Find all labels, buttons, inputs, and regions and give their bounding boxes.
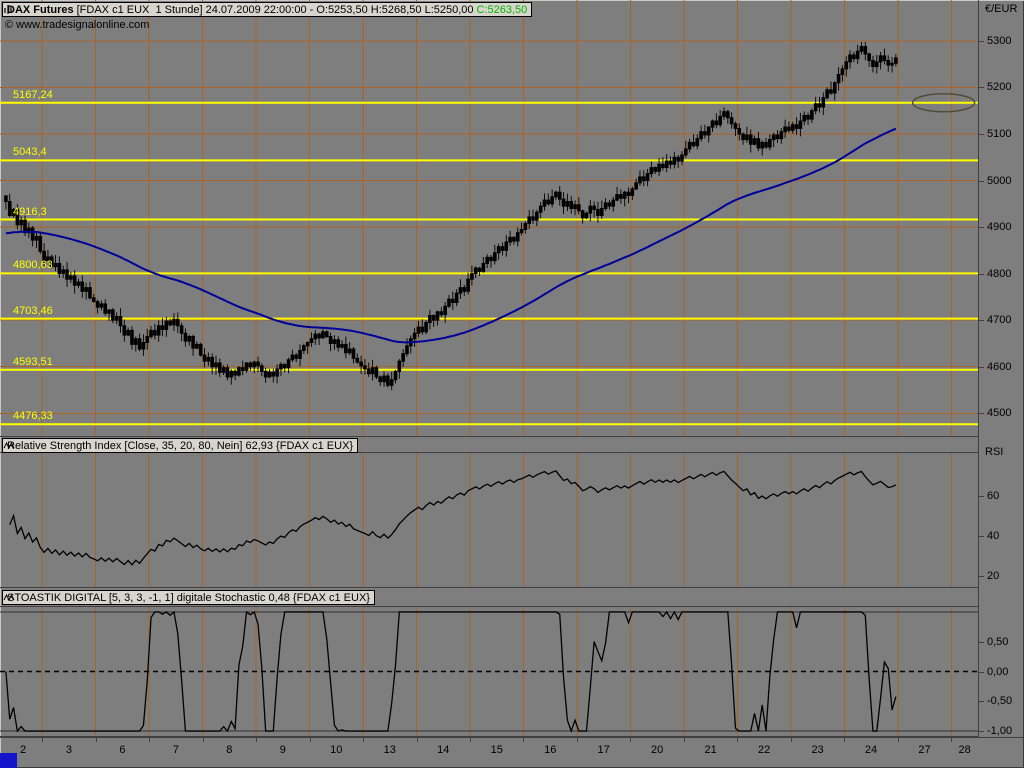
y-tick-label: 20 [987, 570, 1000, 582]
x-tick-label: 22 [757, 744, 771, 756]
watermark: © www.tradesignalonline.com [5, 19, 150, 31]
y-tick-label: 0,00 [987, 665, 1009, 678]
y-tick-label: 4900 [987, 221, 1012, 234]
rsi-header-label: Relative Strength Index [Close, 35, 20, … [7, 439, 354, 452]
axis-tick [979, 273, 984, 275]
axis-tick [202, 738, 204, 742]
candlesticks[interactable] [4, 41, 898, 391]
stochastic-indicator-header[interactable]: STOASTIK DIGITAL [5, 3, 3, -1, 1] digita… [2, 590, 375, 605]
x-tick-label: 10 [330, 744, 343, 756]
axis-tick [979, 413, 984, 415]
x-tick-label: 28 [958, 744, 971, 756]
axis-unit-label: €/EUR [985, 3, 1018, 15]
x-tick-label: 23 [811, 744, 824, 756]
y-tick-label: 60 [987, 490, 1000, 502]
x-tick-label: 14 [437, 744, 450, 756]
axis-tick [683, 738, 685, 742]
axis-tick [979, 320, 984, 322]
time-axis[interactable]: 2 3 6 7 8 9 10 13 14 15 16 17 20 21 22 23 24 27 28 [0, 737, 1024, 768]
axis-tick [309, 738, 311, 742]
axis-tick [416, 738, 418, 742]
horizontal-gridlines [0, 40, 978, 414]
axis-tick [790, 738, 792, 742]
x-tick-label: 21 [704, 744, 717, 756]
ellipse-annotation[interactable] [911, 92, 976, 113]
rsi-indicator-header[interactable]: Relative Strength Index [Close, 35, 20, … [2, 438, 359, 453]
x-tick-label: 24 [864, 744, 878, 756]
price-axis[interactable]: €/EUR RSI 5300 5200 5100 5000 4900 4800 4700 46… [978, 0, 1024, 737]
y-tick-label: -0,50 [987, 695, 1013, 708]
stochastic-header-label: STOASTIK DIGITAL [5, 3, 3, -1, 1] digita… [7, 591, 370, 604]
stochastic-line[interactable] [5, 610, 897, 734]
logo-corner [0, 753, 17, 768]
indicator-icon [3, 593, 15, 602]
title-info: [FDAX c1 EUX 1 Stunde] 24.07.2009 22:00:… [76, 3, 474, 16]
x-tick-label: 13 [383, 744, 396, 756]
y-tick-label: 4500 [987, 407, 1012, 420]
x-tick-label: 16 [544, 744, 557, 756]
axis-tick [979, 366, 984, 368]
axis-tick [576, 738, 578, 742]
axis-tick [523, 738, 525, 742]
axis-tick [149, 738, 151, 742]
y-tick-label: 4800 [987, 267, 1012, 280]
axis-tick [979, 134, 984, 136]
axis-tick [979, 227, 984, 229]
vertical-gridlines [41, 0, 952, 437]
y-tick-label: 5100 [987, 128, 1012, 141]
vertical-gridlines [41, 452, 952, 588]
x-tick-label: 20 [651, 744, 664, 756]
x-tick-label: 2 [20, 744, 27, 756]
axis-tick [95, 738, 97, 742]
x-tick-label: 17 [597, 744, 610, 756]
axis-tick [979, 87, 984, 89]
rsi-line[interactable] [9, 470, 897, 566]
chart-icon [4, 5, 12, 14]
y-tick-label: 5000 [987, 174, 1012, 187]
axis-tick [951, 738, 953, 742]
y-tick-label: 5300 [987, 34, 1012, 47]
axis-tick [630, 738, 632, 742]
axis-tick [737, 738, 739, 742]
y-tick-label: 5200 [987, 81, 1012, 94]
title-symbol: DAX Futures [7, 3, 74, 16]
x-tick-label: 7 [172, 744, 179, 756]
axis-tick [979, 536, 984, 537]
axis-tick [979, 576, 984, 577]
price-chart-canvas[interactable] [0, 0, 978, 437]
axis-tick [979, 641, 984, 643]
indicator-icon [3, 441, 15, 450]
axis-tick [469, 738, 471, 742]
x-tick-label: 6 [119, 744, 126, 756]
y-tick-label: 0,50 [987, 635, 1009, 648]
rsi-chart-canvas[interactable] [0, 452, 978, 588]
axis-tick [979, 496, 984, 497]
x-tick-label: 8 [226, 744, 233, 756]
y-tick-label: 4600 [987, 360, 1012, 373]
axis-tick [979, 731, 984, 733]
x-tick-label: 3 [65, 744, 72, 756]
y-tick-label: -1,00 [987, 725, 1013, 738]
y-tick-label: 4700 [987, 314, 1012, 327]
axis-tick [979, 40, 984, 42]
horizontal-level-lines[interactable] [0, 101, 978, 426]
moving-average-line[interactable] [5, 127, 897, 344]
axis-tick [256, 738, 258, 742]
chart-title-bar[interactable]: DAX Futures [FDAX c1 EUX 1 Stunde] 24.07… [2, 2, 533, 17]
stochastic-chart-canvas[interactable] [0, 606, 978, 737]
title-close-value: C:5263,50 [476, 3, 528, 16]
axis-tick [979, 671, 984, 673]
y-tick-label: 40 [987, 530, 1000, 542]
x-tick-label: 15 [490, 744, 503, 756]
axis-tick [979, 701, 984, 703]
axis-tick [363, 738, 365, 742]
x-tick-label: 27 [918, 744, 931, 756]
axis-tick [979, 180, 984, 182]
axis-tick [897, 738, 899, 742]
axis-tick [844, 738, 846, 742]
x-tick-label: 9 [279, 744, 286, 756]
axis-tick [42, 738, 44, 742]
rsi-axis-label: RSI [985, 446, 1004, 458]
